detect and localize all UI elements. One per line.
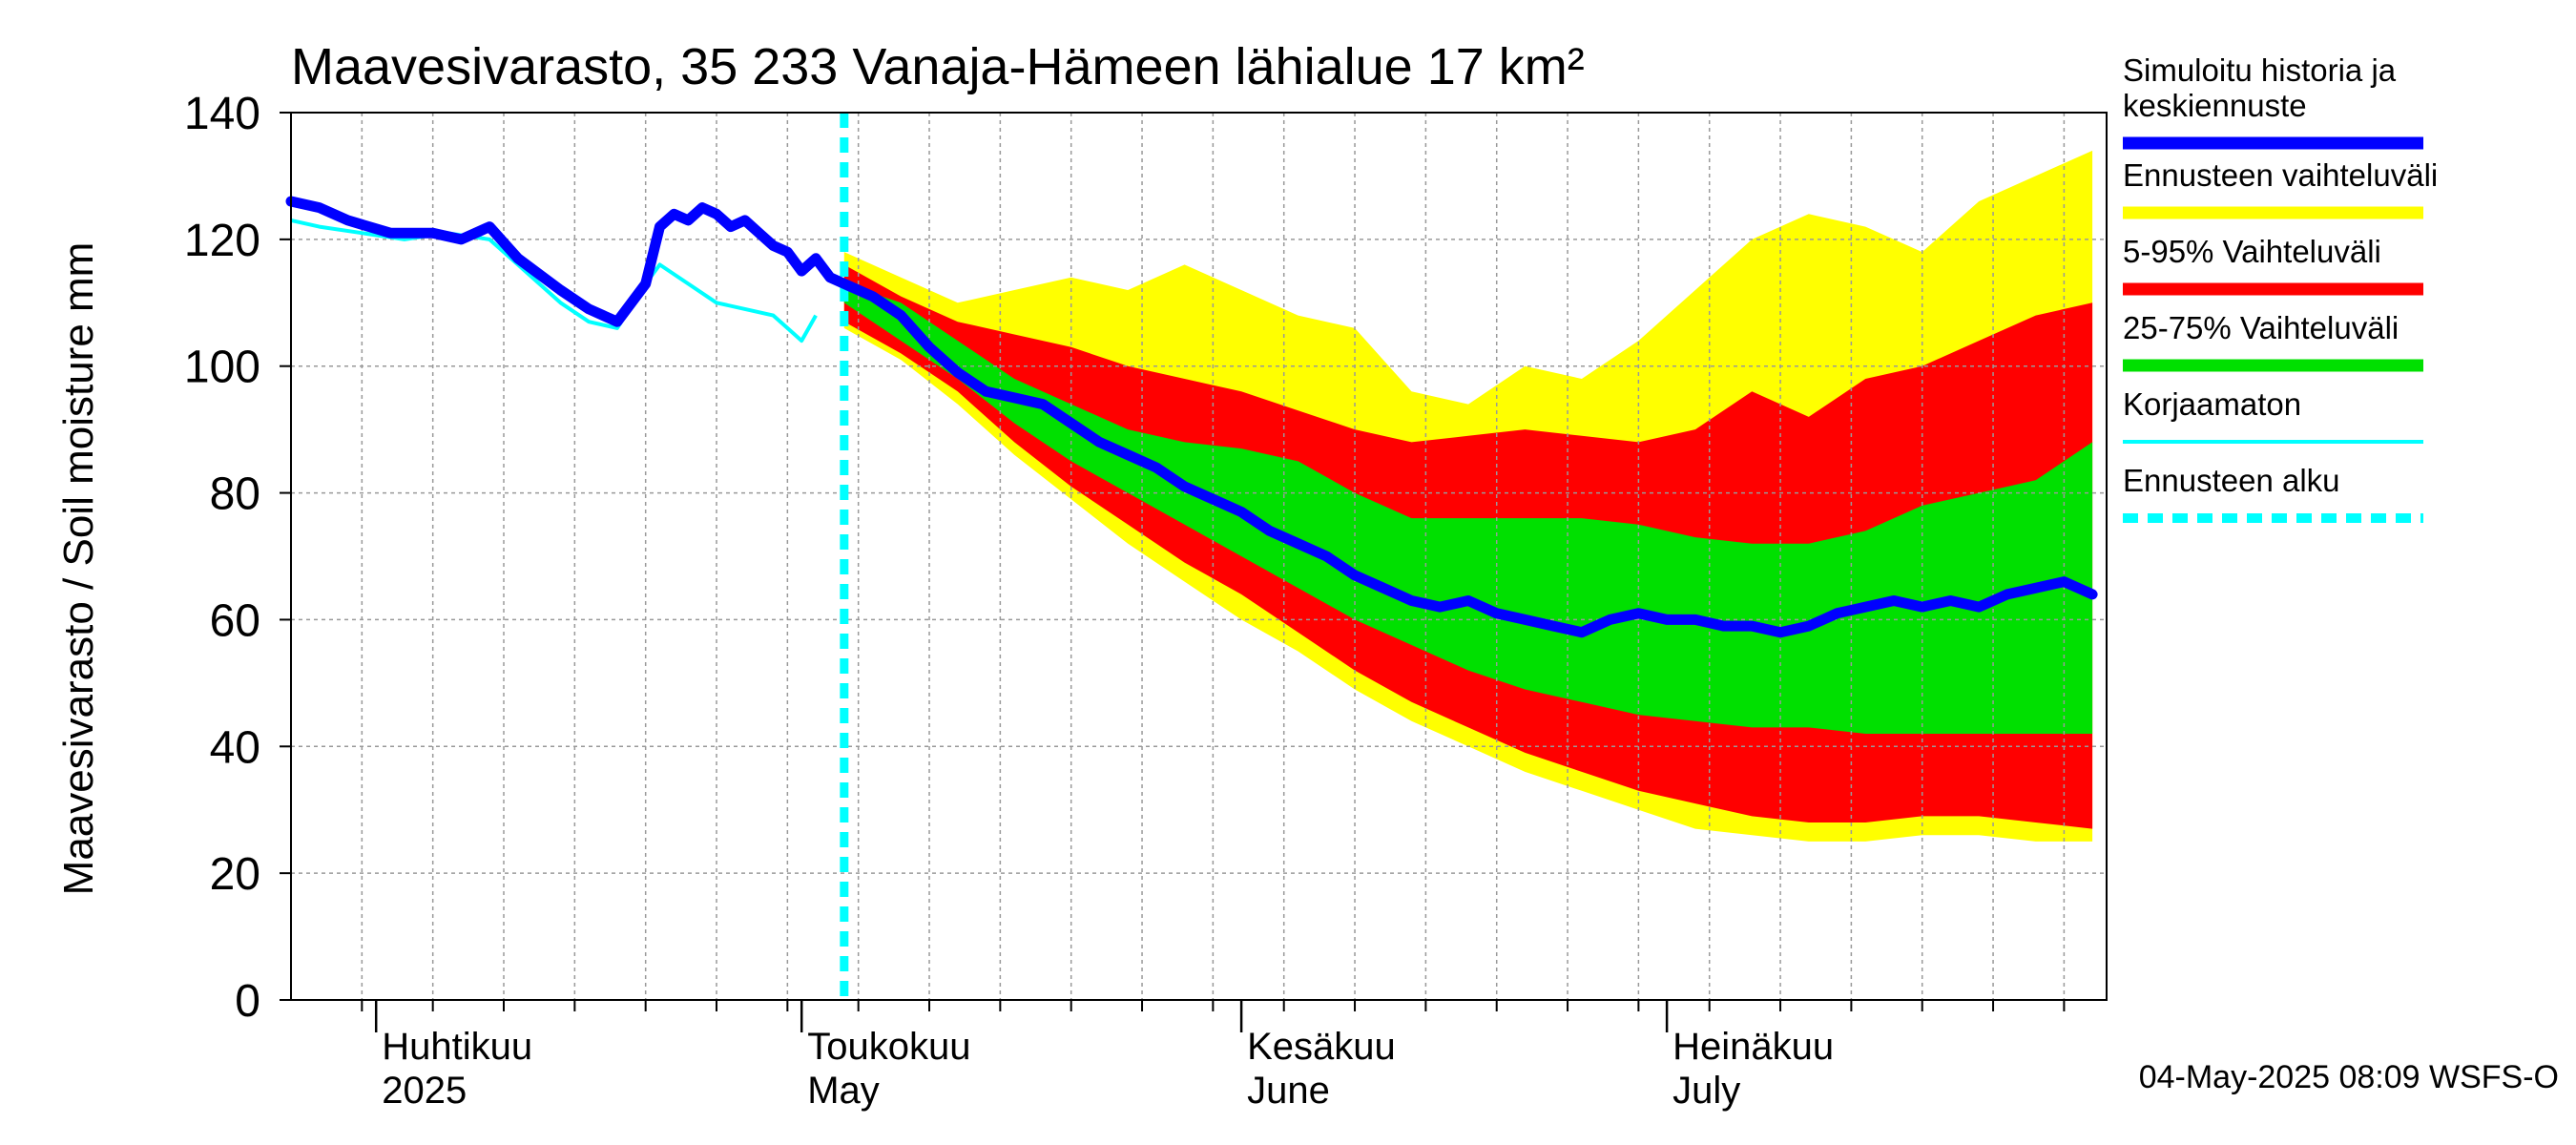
simulated-median-line (285, 196, 2098, 638)
uncorrected-line (290, 218, 818, 344)
x-month-label-en: 2025 (382, 1070, 467, 1112)
y-tick-label: 80 (210, 469, 260, 520)
axes (290, 112, 2108, 1001)
y-tick-label: 20 (210, 849, 260, 900)
y-tick-label: 0 (235, 976, 260, 1027)
x-month-label-en: May (807, 1070, 880, 1112)
x-month-label-en: June (1247, 1070, 1330, 1112)
legend-label: 5-95% Vaihteluväli (2123, 234, 2381, 269)
legend-label: Ennusteen alku (2123, 463, 2340, 498)
x-month-label-fi: Kesäkuu (1247, 1026, 1396, 1068)
y-axis-label: Maavesivarasto / Soil moisture mm (55, 242, 102, 896)
y-tick-label: 120 (184, 216, 260, 266)
x-month-label-fi: Heinäkuu (1672, 1026, 1834, 1068)
legend-label: Korjaamaton (2123, 386, 2301, 422)
legend-label: Ennusteen vaihteluväli (2123, 157, 2438, 193)
band-25-75 (843, 283, 2093, 734)
y-tick-label: 40 (210, 722, 260, 773)
y-tick-label: 60 (210, 595, 260, 646)
y-axis: 0 20 40 60 80 100 120 140 (184, 89, 291, 1027)
legend-label: Simuloitu historia ja (2123, 52, 2397, 88)
series-lines (285, 113, 2098, 1000)
x-month-label-en: July (1672, 1070, 1740, 1112)
x-month-label-fi: Huhtikuu (382, 1026, 532, 1068)
legend-label: keskiennuste (2123, 88, 2307, 123)
legend-label: 25-75% Vaihteluväli (2123, 310, 2399, 345)
timestamp-footer: 04-May-2025 08:09 WSFS-O (2139, 1059, 2559, 1095)
x-month-label-fi: Toukokuu (807, 1026, 970, 1068)
y-tick-label: 100 (184, 343, 260, 393)
plot-frame (290, 112, 2108, 1001)
y-tick-label: 140 (184, 89, 260, 139)
chart-title: Maavesivarasto, 35 233 Vanaja-Hämeen läh… (291, 38, 1585, 95)
